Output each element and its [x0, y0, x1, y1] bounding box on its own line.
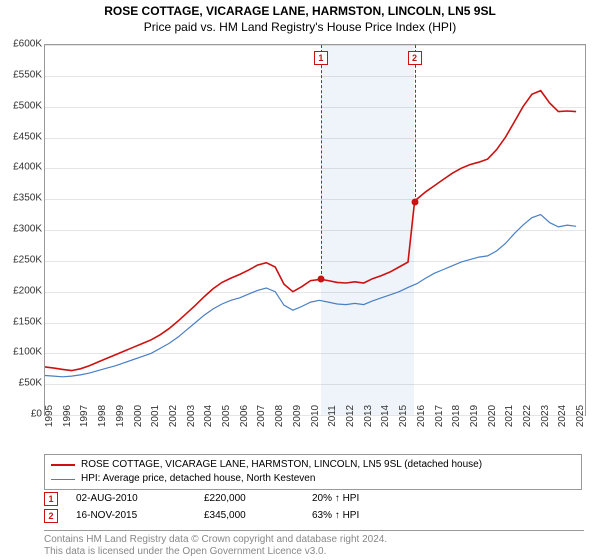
sale-pct-vs-hpi: 63% ↑ HPI — [312, 510, 432, 521]
xtick-label: 2022 — [522, 405, 533, 427]
ytick-label: £100K — [2, 347, 42, 358]
xtick-label: 2006 — [239, 405, 250, 427]
chart-subtitle: Price paid vs. HM Land Registry's House … — [0, 20, 600, 34]
xtick-label: 2014 — [380, 405, 391, 427]
footer: Contains HM Land Registry data © Crown c… — [44, 530, 584, 558]
xtick-label: 2010 — [310, 405, 321, 427]
ytick-label: £150K — [2, 316, 42, 327]
ytick-label: £550K — [2, 69, 42, 80]
series-hpi — [45, 215, 576, 377]
ytick-label: £500K — [2, 100, 42, 111]
xtick-label: 2018 — [451, 405, 462, 427]
chart-title: ROSE COTTAGE, VICARAGE LANE, HARMSTON, L… — [0, 4, 600, 18]
ytick-label: £200K — [2, 285, 42, 296]
ytick-label: £350K — [2, 193, 42, 204]
ytick-label: £50K — [2, 378, 42, 389]
xtick-label: 2011 — [327, 405, 338, 427]
xtick-label: 2000 — [133, 405, 144, 427]
xtick-label: 2003 — [186, 405, 197, 427]
xtick-label: 1999 — [115, 405, 126, 427]
xtick-label: 2021 — [504, 405, 515, 427]
xtick-label: 1995 — [44, 405, 55, 427]
sales-table: 1 02-AUG-2010 £220,000 20% ↑ HPI 2 16-NOV-201… — [44, 490, 584, 524]
ytick-label: £600K — [2, 39, 42, 50]
xtick-label: 2019 — [469, 405, 480, 427]
xtick-label: 2025 — [575, 405, 586, 427]
xtick-label: 1997 — [79, 405, 90, 427]
xtick-label: 1998 — [97, 405, 108, 427]
xtick-label: 2013 — [363, 405, 374, 427]
sale-row: 2 16-NOV-2015 £345,000 63% ↑ HPI — [44, 507, 584, 524]
sale-price: £220,000 — [204, 493, 294, 504]
legend-swatch — [51, 464, 75, 466]
sale-row: 1 02-AUG-2010 £220,000 20% ↑ HPI — [44, 490, 584, 507]
legend-label: ROSE COTTAGE, VICARAGE LANE, HARMSTON, L… — [81, 458, 482, 472]
footer-line-2: This data is licensed under the Open Gov… — [44, 546, 584, 558]
sale-date: 02-AUG-2010 — [76, 493, 186, 504]
ytick-label: £300K — [2, 224, 42, 235]
legend-item: HPI: Average price, detached house, Nort… — [51, 472, 575, 486]
sale-row-marker: 1 — [44, 492, 58, 506]
xtick-label: 2007 — [256, 405, 267, 427]
sale-point-dot — [317, 276, 324, 283]
sale-date: 16-NOV-2015 — [76, 510, 186, 521]
xtick-label: 2008 — [274, 405, 285, 427]
legend-item: ROSE COTTAGE, VICARAGE LANE, HARMSTON, L… — [51, 458, 575, 472]
legend: ROSE COTTAGE, VICARAGE LANE, HARMSTON, L… — [44, 454, 582, 490]
xtick-label: 2017 — [434, 405, 445, 427]
xtick-label: 1996 — [62, 405, 73, 427]
xtick-label: 2016 — [416, 405, 427, 427]
xtick-label: 2024 — [557, 405, 568, 427]
xtick-label: 2001 — [150, 405, 161, 427]
plot-area: 12 — [44, 44, 586, 416]
xtick-label: 2005 — [221, 405, 232, 427]
legend-swatch — [51, 479, 75, 480]
ytick-label: £250K — [2, 254, 42, 265]
xtick-label: 2020 — [487, 405, 498, 427]
series-svg — [45, 45, 585, 415]
title-block: ROSE COTTAGE, VICARAGE LANE, HARMSTON, L… — [0, 0, 600, 34]
ytick-label: £0 — [2, 409, 42, 420]
sale-pct-vs-hpi: 20% ↑ HPI — [312, 493, 432, 504]
xtick-label: 2012 — [345, 405, 356, 427]
sale-price: £345,000 — [204, 510, 294, 521]
xtick-label: 2023 — [540, 405, 551, 427]
ytick-label: £400K — [2, 162, 42, 173]
xtick-label: 2015 — [398, 405, 409, 427]
sale-row-marker: 2 — [44, 509, 58, 523]
legend-label: HPI: Average price, detached house, Nort… — [81, 472, 315, 486]
xtick-label: 2009 — [292, 405, 303, 427]
xtick-label: 2002 — [168, 405, 179, 427]
footer-line-1: Contains HM Land Registry data © Crown c… — [44, 534, 584, 546]
ytick-label: £450K — [2, 131, 42, 142]
sale-point-dot — [411, 199, 418, 206]
xtick-label: 2004 — [203, 405, 214, 427]
chart-container: ROSE COTTAGE, VICARAGE LANE, HARMSTON, L… — [0, 0, 600, 560]
series-property — [45, 91, 576, 371]
